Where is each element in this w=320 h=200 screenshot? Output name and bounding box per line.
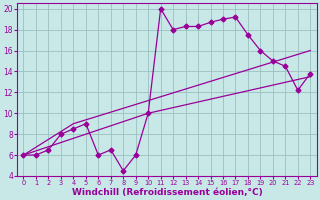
X-axis label: Windchill (Refroidissement éolien,°C): Windchill (Refroidissement éolien,°C) (72, 188, 262, 197)
